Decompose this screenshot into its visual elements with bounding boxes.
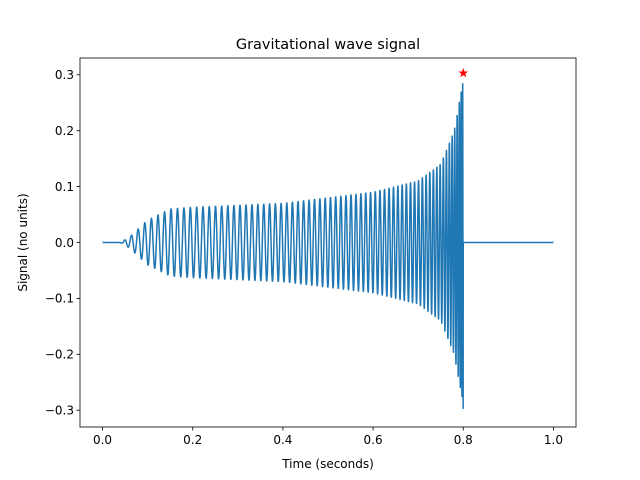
- y-tick-label: 0.2: [55, 124, 74, 138]
- signal-line: [101, 82, 555, 410]
- chart-title: Gravitational wave signal: [236, 37, 420, 53]
- x-axis: 0.0 0.2 0.4 0.6 0.8 1.0: [93, 427, 563, 447]
- y-tick-label: −0.3: [45, 404, 74, 418]
- y-tick-label: −0.2: [45, 348, 74, 362]
- peak-star-marker: [458, 68, 469, 78]
- x-tick-label: 1.0: [544, 433, 563, 447]
- x-tick-label: 0.8: [454, 433, 473, 447]
- y-tick-label: −0.1: [45, 292, 74, 306]
- y-tick-label: 0.3: [55, 68, 74, 82]
- x-tick-label: 0.4: [273, 433, 292, 447]
- x-tick-label: 0.2: [183, 433, 202, 447]
- x-tick-label: 0.6: [364, 433, 383, 447]
- y-tick-label: 0.1: [55, 180, 74, 194]
- plot-area: [101, 68, 555, 410]
- y-axis: −0.3 −0.2 −0.1 0.0 0.1 0.2 0.3: [45, 68, 80, 418]
- x-axis-label: Time (seconds): [281, 457, 374, 471]
- y-tick-label: 0.0: [55, 236, 74, 250]
- y-axis-label: Signal (no units): [16, 193, 30, 291]
- x-tick-label: 0.0: [93, 433, 112, 447]
